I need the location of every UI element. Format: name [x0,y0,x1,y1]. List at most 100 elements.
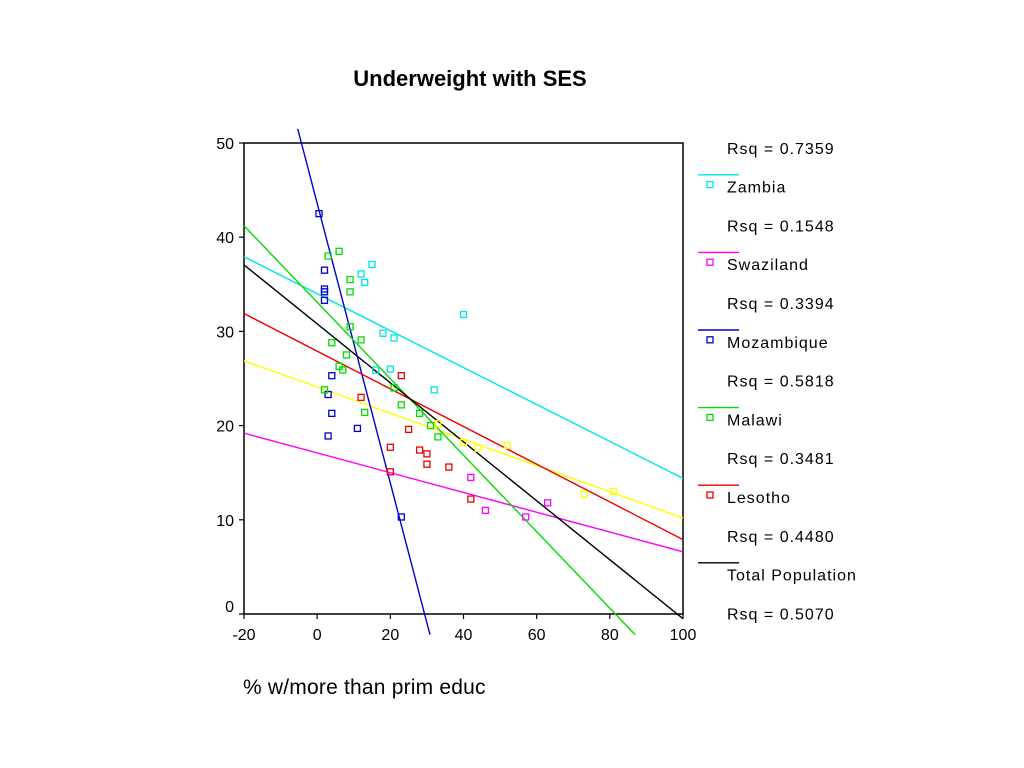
point-swaziland [522,513,530,521]
point-zambia [379,329,387,337]
x-tick-label: 60 [528,627,546,644]
data-points [315,209,618,521]
legend-text: Malawi [727,412,783,429]
legend-marker [706,336,714,344]
legend-text: Rsq = 0.5070 [727,606,835,623]
point-malawi [324,252,332,260]
legend-marker [707,104,713,110]
y-tick-label: 30 [216,324,234,341]
y-tick-label: 40 [216,230,234,247]
point-mozambique [397,513,405,521]
legend-text: Zambia [727,180,786,197]
axis-ticks: -20 0 20 40 60 80 100 0 10 20 30 40 50 [216,136,696,644]
legend-text: Rsq = 0.5818 [727,374,835,391]
point-mozambique [328,372,336,380]
point-zimbabwe [459,438,468,447]
point-swaziland [543,499,552,507]
fit-line-malawi [243,225,636,636]
point-zambia [386,365,394,373]
point-malawi [346,323,354,331]
point-lesotho [386,468,394,476]
point-lesotho [404,425,413,434]
point-zambia [390,334,398,342]
y-tick-label: 20 [216,419,234,436]
legend-marker [706,413,714,422]
point-malawi [335,247,343,255]
point-lesotho [386,443,394,451]
point-malawi [426,421,435,430]
y-tick-label: 10 [216,513,234,530]
y-tick-label: 0 [225,599,234,616]
point-zambia [368,260,376,269]
point-malawi [342,351,351,359]
point-zimbabwe [609,487,618,496]
point-mozambique [320,288,329,296]
point-malawi [434,433,442,441]
point-swaziland [481,506,490,515]
legend-text: Mozambique [727,335,829,352]
legend-text: Swaziland [727,257,809,274]
legend-text: Lesotho [727,490,791,507]
point-malawi [328,339,336,347]
point-mozambique [315,209,323,218]
legend-text: Zimbabwe [727,102,809,119]
point-mozambique [320,266,329,274]
plot-frame [243,142,684,615]
x-tick-label: 0 [313,627,322,644]
fit-lines [243,128,684,636]
fit-line-zambia [243,256,684,479]
point-malawi [339,366,347,374]
legend-marker [706,491,714,499]
point-lesotho [445,463,453,471]
point-malawi [320,386,329,394]
x-axis-label: % w/more than prim educ [243,676,486,699]
point-malawi [346,275,354,284]
x-tick-label: 100 [670,627,697,644]
legend: Zimbabwe Rsq = 0.7359 Zambia Rsq = 0.1548 Sw… [698,102,857,623]
legend-text: Rsq = 0.3394 [727,296,835,313]
point-swaziland [467,473,475,482]
point-zambia [372,366,380,374]
point-lesotho [467,495,475,503]
point-zimbabwe [580,490,588,499]
point-malawi [397,401,405,409]
point-lesotho [423,450,431,458]
point-mozambique [353,424,362,433]
legend-text: Rsq = 0.3481 [727,451,835,468]
point-zambia [357,270,365,278]
point-mozambique [320,296,329,304]
point-zambia [430,386,438,394]
point-malawi [390,384,398,392]
point-zimbabwe [434,420,442,428]
point-lesotho [357,393,365,401]
point-malawi [361,408,369,417]
point-lesotho [415,446,424,454]
point-mozambique [324,390,332,399]
y-tick-label: 50 [216,136,234,153]
legend-text: Total Population [727,568,857,585]
point-zimbabwe [503,441,512,450]
point-malawi [346,288,354,296]
point-mozambique [328,409,336,418]
legend-text: Rsq = 0.7359 [727,141,835,158]
point-zimbabwe [474,444,482,452]
point-malawi [335,362,343,370]
legend-marker [706,258,714,266]
legend-text: Rsq = 0.4480 [727,529,835,546]
point-malawi [415,409,424,418]
point-lesotho [397,372,405,380]
fit-line-lesotho [243,312,684,541]
x-tick-label: -20 [232,627,255,644]
point-malawi [357,336,365,344]
legend-text: Rsq = 0.1548 [727,218,835,235]
x-tick-label: 80 [601,627,619,644]
point-lesotho [423,460,431,468]
point-zambia [361,278,369,287]
point-zambia [459,310,468,319]
x-tick-label: 40 [455,627,473,644]
fit-line-swaziland [243,432,684,553]
x-tick-label: 20 [381,627,399,644]
fit-line-total-population [243,264,684,620]
fit-line-mozambique [297,128,431,635]
